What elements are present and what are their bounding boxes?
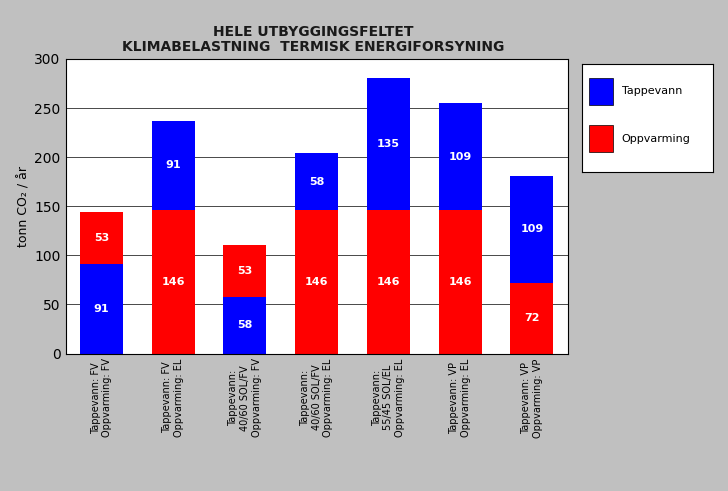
Text: 109: 109 (521, 224, 544, 234)
Text: HELE UTBYGGINGSFELTET: HELE UTBYGGINGSFELTET (213, 25, 414, 39)
Bar (80, 212, 123, 264)
Text: 146: 146 (448, 277, 472, 287)
Text: Oppvarming: Oppvarming (622, 134, 691, 144)
Bar (367, 78, 410, 210)
Bar (589, 125, 612, 152)
Text: 58: 58 (309, 177, 325, 187)
Text: 58: 58 (237, 320, 253, 330)
Text: 53: 53 (94, 233, 109, 243)
Bar (223, 297, 266, 354)
Bar (151, 210, 194, 354)
Text: 72: 72 (524, 313, 539, 323)
Text: 91: 91 (94, 304, 109, 314)
Bar (439, 210, 482, 354)
Bar (510, 176, 553, 283)
Bar (223, 245, 266, 297)
Text: 53: 53 (237, 266, 253, 275)
Text: Tappevann: Tappevann (622, 86, 682, 96)
Bar (367, 210, 410, 354)
Bar (295, 153, 339, 210)
Text: 91: 91 (165, 161, 181, 170)
Bar (589, 78, 612, 105)
Bar (510, 283, 553, 354)
Text: 109: 109 (448, 152, 472, 162)
Bar (295, 210, 339, 354)
Text: KLIMABELASTNING  TERMISK ENERGIFORSYNING: KLIMABELASTNING TERMISK ENERGIFORSYNING (122, 40, 505, 54)
Bar (439, 103, 482, 210)
Y-axis label: tonn CO₂ / år: tonn CO₂ / år (17, 166, 30, 246)
Text: 146: 146 (162, 277, 185, 287)
Text: 146: 146 (376, 277, 400, 287)
Bar (80, 264, 123, 354)
Bar (151, 121, 194, 210)
Text: 135: 135 (377, 139, 400, 149)
Text: 146: 146 (305, 277, 328, 287)
